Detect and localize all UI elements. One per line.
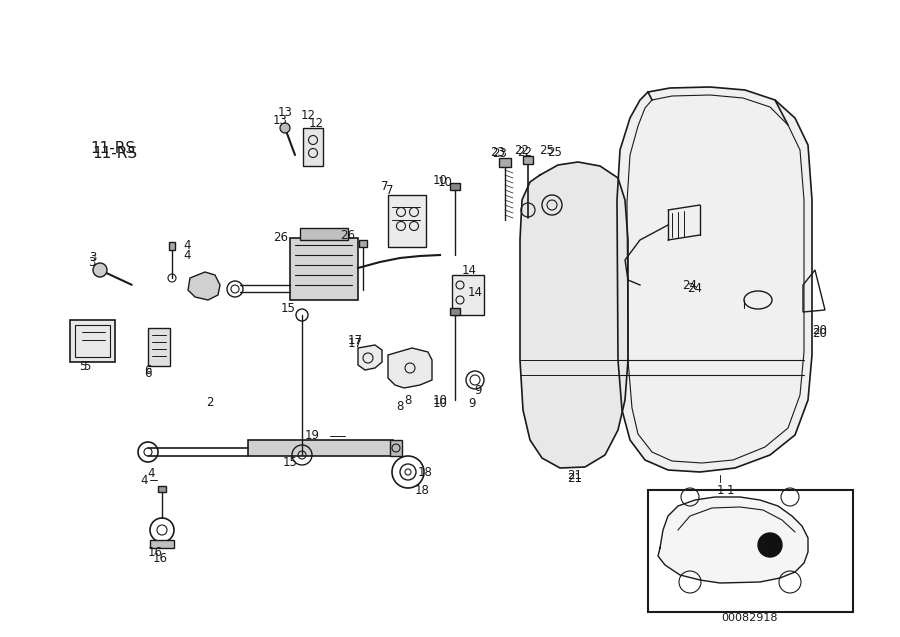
Text: 13: 13 bbox=[273, 113, 287, 127]
Text: 24: 24 bbox=[682, 278, 698, 292]
Circle shape bbox=[758, 533, 782, 557]
Text: 1: 1 bbox=[726, 483, 734, 496]
Text: 26: 26 bbox=[340, 229, 355, 241]
Bar bbox=[388, 195, 426, 247]
Text: 3: 3 bbox=[88, 255, 95, 269]
Bar bbox=[450, 183, 460, 190]
Text: 1: 1 bbox=[716, 483, 724, 496]
Text: 15: 15 bbox=[281, 301, 296, 315]
Text: 24: 24 bbox=[688, 282, 703, 294]
Text: 8: 8 bbox=[396, 399, 404, 413]
Bar bbox=[523, 156, 533, 164]
Polygon shape bbox=[658, 497, 808, 583]
Text: 23: 23 bbox=[492, 147, 508, 159]
Bar bbox=[290, 238, 358, 300]
Bar bbox=[300, 228, 348, 240]
Text: 20: 20 bbox=[813, 324, 827, 336]
Text: 17: 17 bbox=[347, 336, 363, 350]
Text: 26: 26 bbox=[273, 231, 288, 243]
Bar bbox=[169, 242, 175, 250]
Text: 20: 20 bbox=[813, 327, 827, 340]
Text: 11-RS: 11-RS bbox=[90, 141, 136, 155]
Circle shape bbox=[93, 263, 107, 277]
Text: 10: 10 bbox=[437, 176, 453, 189]
Text: 12: 12 bbox=[309, 117, 323, 129]
Text: 2: 2 bbox=[206, 396, 214, 408]
Text: 6: 6 bbox=[144, 366, 152, 380]
Text: 14: 14 bbox=[468, 285, 483, 299]
Text: 18: 18 bbox=[415, 483, 430, 496]
Bar bbox=[70, 320, 115, 362]
Text: 13: 13 bbox=[277, 106, 292, 118]
Text: 7: 7 bbox=[382, 180, 389, 192]
Bar bbox=[303, 128, 323, 166]
Text: 25: 25 bbox=[540, 143, 554, 157]
Bar bbox=[359, 240, 367, 247]
Text: 22: 22 bbox=[515, 143, 529, 157]
Polygon shape bbox=[520, 162, 628, 468]
Text: 5: 5 bbox=[84, 359, 91, 373]
Bar bbox=[450, 308, 460, 315]
Text: 3: 3 bbox=[89, 250, 96, 264]
Text: 10: 10 bbox=[433, 396, 448, 410]
Text: 21: 21 bbox=[568, 468, 582, 482]
Bar bbox=[648, 490, 853, 612]
Text: 16: 16 bbox=[148, 545, 163, 559]
Circle shape bbox=[280, 123, 290, 133]
Text: 23: 23 bbox=[491, 145, 506, 159]
Polygon shape bbox=[188, 272, 220, 300]
Bar bbox=[499, 158, 511, 167]
Text: 4: 4 bbox=[183, 248, 191, 262]
Text: 9: 9 bbox=[468, 396, 475, 410]
Bar bbox=[248, 440, 393, 456]
Polygon shape bbox=[388, 348, 432, 388]
Bar bbox=[150, 540, 174, 548]
Text: 5: 5 bbox=[79, 359, 86, 373]
Text: 21: 21 bbox=[568, 471, 582, 485]
Text: 10: 10 bbox=[433, 394, 448, 406]
Bar bbox=[148, 328, 170, 366]
Bar bbox=[75, 325, 110, 357]
Text: 9: 9 bbox=[474, 383, 482, 396]
Text: 19: 19 bbox=[305, 429, 320, 441]
Text: 10: 10 bbox=[433, 173, 448, 187]
Text: 11-RS: 11-RS bbox=[93, 145, 138, 161]
Text: 16: 16 bbox=[153, 552, 168, 564]
Text: 4: 4 bbox=[140, 473, 148, 487]
Text: 14: 14 bbox=[462, 264, 477, 276]
Text: 6: 6 bbox=[144, 364, 152, 376]
Text: 4: 4 bbox=[148, 466, 155, 480]
Text: 00082918: 00082918 bbox=[722, 613, 778, 623]
Polygon shape bbox=[358, 345, 382, 370]
Bar bbox=[452, 275, 484, 315]
Text: 12: 12 bbox=[301, 108, 316, 122]
Text: 22: 22 bbox=[518, 145, 533, 159]
Text: 4: 4 bbox=[183, 238, 191, 252]
Text: 17: 17 bbox=[347, 334, 363, 347]
Text: 18: 18 bbox=[418, 466, 433, 478]
Text: 25: 25 bbox=[547, 145, 562, 159]
Text: 7: 7 bbox=[386, 183, 394, 196]
Bar bbox=[158, 486, 166, 492]
Polygon shape bbox=[617, 87, 812, 472]
Text: 15: 15 bbox=[284, 455, 298, 468]
Bar bbox=[390, 440, 402, 456]
Text: 8: 8 bbox=[404, 394, 411, 406]
